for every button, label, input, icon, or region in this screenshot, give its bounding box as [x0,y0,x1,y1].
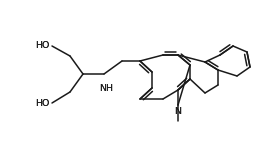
Text: N: N [174,107,182,116]
Text: HO: HO [36,41,50,50]
Text: HO: HO [34,99,49,107]
Text: HO: HO [34,41,49,50]
Text: NH: NH [99,84,113,93]
Text: HO: HO [36,99,50,107]
Text: N: N [174,107,182,116]
Text: NH: NH [99,84,113,93]
